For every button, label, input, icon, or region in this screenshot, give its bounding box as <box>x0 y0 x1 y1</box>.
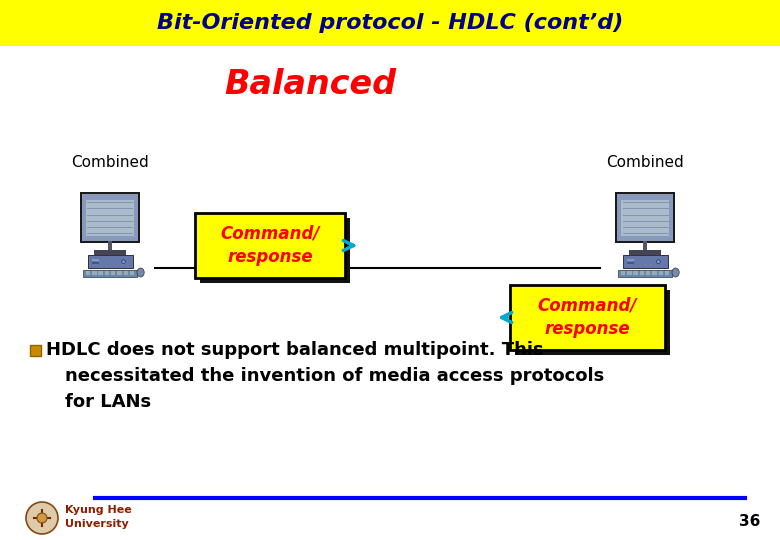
Ellipse shape <box>137 268 144 277</box>
Bar <box>111 271 115 273</box>
Bar <box>82 194 138 241</box>
Bar <box>615 192 675 243</box>
Bar <box>640 273 644 275</box>
Bar <box>618 270 672 277</box>
Bar <box>92 259 99 261</box>
Ellipse shape <box>672 268 679 277</box>
Circle shape <box>26 502 58 534</box>
Bar <box>627 273 632 275</box>
Bar <box>658 273 663 275</box>
Bar <box>30 345 41 356</box>
Bar <box>627 259 634 261</box>
Bar <box>617 194 673 241</box>
Bar <box>646 273 651 275</box>
Bar <box>129 273 134 275</box>
Bar <box>92 271 97 273</box>
Bar <box>646 271 651 273</box>
Bar <box>621 273 626 275</box>
Bar <box>87 255 133 268</box>
Bar <box>652 271 657 273</box>
Bar <box>195 213 345 278</box>
Text: Combined: Combined <box>606 155 684 170</box>
Bar <box>658 271 663 273</box>
Bar <box>633 271 638 273</box>
Bar <box>129 271 134 273</box>
Text: Balanced: Balanced <box>224 68 396 100</box>
Text: Bit-Oriented protocol - HDLC (cont’d): Bit-Oriented protocol - HDLC (cont’d) <box>157 13 623 33</box>
Bar <box>105 271 109 273</box>
Bar <box>622 255 668 268</box>
Text: necessitated the invention of media access protocols: necessitated the invention of media acce… <box>65 367 604 385</box>
Bar <box>644 241 647 250</box>
Bar <box>515 290 670 355</box>
Bar <box>86 273 90 275</box>
Text: Combined: Combined <box>71 155 149 170</box>
Bar <box>86 271 90 273</box>
Bar <box>200 218 350 283</box>
Bar <box>98 273 103 275</box>
Bar <box>80 192 140 243</box>
Circle shape <box>122 260 126 264</box>
Bar <box>633 273 638 275</box>
Circle shape <box>657 260 661 264</box>
Bar <box>0 0 780 46</box>
Bar <box>92 262 99 265</box>
Bar <box>123 271 128 273</box>
Text: Command/
response: Command/ response <box>537 296 637 338</box>
Bar <box>510 285 665 350</box>
Bar <box>105 273 109 275</box>
Text: Kyung Hee: Kyung Hee <box>65 505 132 515</box>
Bar <box>92 273 97 275</box>
Bar <box>94 250 126 255</box>
Text: for LANs: for LANs <box>65 393 151 411</box>
Bar <box>621 200 669 235</box>
Bar <box>86 200 134 235</box>
Bar <box>117 273 122 275</box>
Bar <box>123 273 128 275</box>
Circle shape <box>37 513 47 523</box>
Text: 36: 36 <box>739 515 760 530</box>
Bar <box>117 271 122 273</box>
Bar <box>98 271 103 273</box>
Bar <box>627 262 634 265</box>
Bar <box>111 273 115 275</box>
Bar <box>83 270 137 277</box>
Bar <box>629 250 661 255</box>
Bar <box>621 271 626 273</box>
Bar <box>640 271 644 273</box>
Text: Command/
response: Command/ response <box>220 225 320 266</box>
Bar <box>108 241 112 250</box>
Bar <box>665 273 669 275</box>
Text: University: University <box>65 519 129 529</box>
Bar <box>627 271 632 273</box>
Bar <box>665 271 669 273</box>
Text: HDLC does not support balanced multipoint. This: HDLC does not support balanced multipoin… <box>46 341 544 359</box>
Bar <box>652 273 657 275</box>
